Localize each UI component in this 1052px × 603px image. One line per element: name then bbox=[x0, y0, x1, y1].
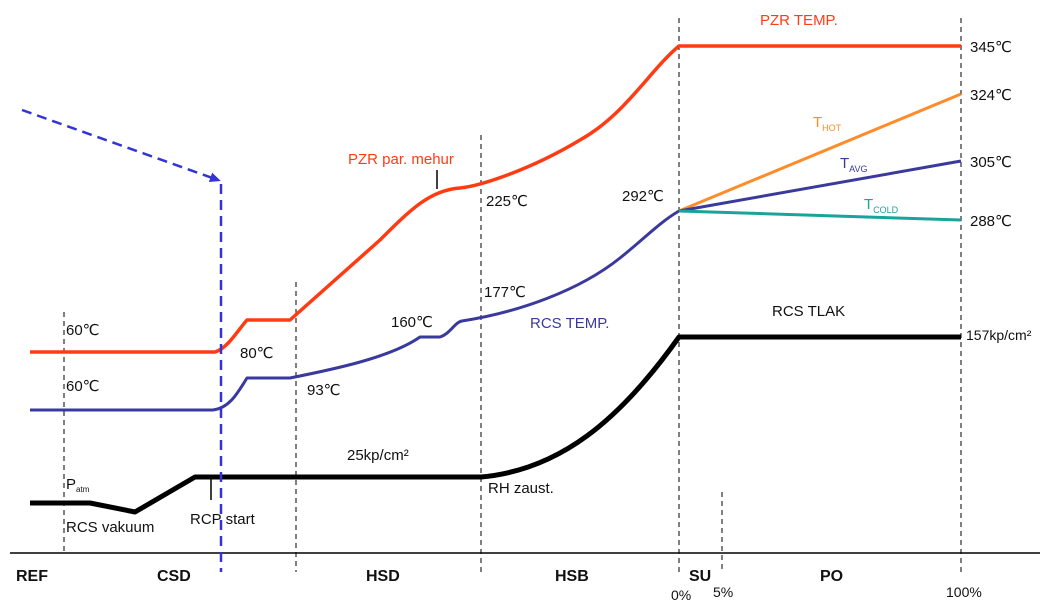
rcs-292-value: 292℃ bbox=[622, 188, 664, 205]
pzr-temp-label: PZR TEMP. bbox=[760, 12, 838, 29]
t-avg-line bbox=[678, 159, 962, 213]
phase-su: SU bbox=[689, 568, 711, 585]
rcs-pressure-curve bbox=[30, 334, 961, 515]
pzr-225-value: 225℃ bbox=[486, 193, 528, 210]
phase-ref: REF bbox=[16, 568, 48, 585]
rcs-160-value: 160℃ bbox=[391, 314, 433, 331]
power-0: 0% bbox=[671, 587, 691, 603]
phase-csd: CSD bbox=[157, 568, 191, 585]
rh-stop-label: RH zaust. bbox=[488, 480, 554, 497]
pzr-bubble-label: PZR par. mehur bbox=[348, 151, 454, 168]
p-atm-label: Patm bbox=[66, 476, 90, 494]
pzr-345-value: 345℃ bbox=[970, 39, 1012, 56]
rcs-pressure-label: RCS TLAK bbox=[772, 303, 845, 320]
pressure-157-value: 157kp/cm² bbox=[966, 327, 1032, 343]
phase-po: PO bbox=[820, 568, 843, 585]
t-avg-305-value: 305℃ bbox=[970, 154, 1012, 171]
rcs-temperature-curve bbox=[30, 209, 680, 412]
rcs-vacuum-label: RCS vakuum bbox=[66, 519, 154, 536]
t-hot-label: THOT bbox=[813, 114, 842, 133]
rcs-177-value: 177℃ bbox=[484, 284, 526, 301]
pressure-25-value: 25kp/cm² bbox=[347, 447, 409, 464]
t-avg-label: TAVG bbox=[840, 155, 868, 174]
rcp-start-label: RCP start bbox=[190, 511, 256, 528]
t-cold-line bbox=[678, 209, 962, 222]
rcs-cold-value: 60℃ bbox=[66, 378, 100, 395]
t-hot-324-value: 324℃ bbox=[970, 87, 1012, 104]
power-5: 5% bbox=[713, 584, 733, 600]
t-cold-288-value: 288℃ bbox=[970, 213, 1012, 230]
pzr-temperature-curve bbox=[30, 44, 961, 354]
phase-hsb: HSB bbox=[555, 568, 589, 585]
rcs-step-value: 93℃ bbox=[307, 382, 341, 399]
phase-hsd: HSD bbox=[366, 568, 400, 585]
phase-dividers bbox=[63, 18, 962, 572]
t-hot-line bbox=[678, 92, 962, 213]
pzr-cold-value: 60℃ bbox=[66, 322, 100, 339]
dashed-arrow-diagonal bbox=[21, 108, 221, 183]
t-cold-label: TCOLD bbox=[864, 196, 899, 215]
rcs-temp-label: RCS TEMP. bbox=[530, 315, 609, 332]
power-100: 100% bbox=[946, 584, 982, 600]
pzr-step-value: 80℃ bbox=[240, 345, 274, 362]
